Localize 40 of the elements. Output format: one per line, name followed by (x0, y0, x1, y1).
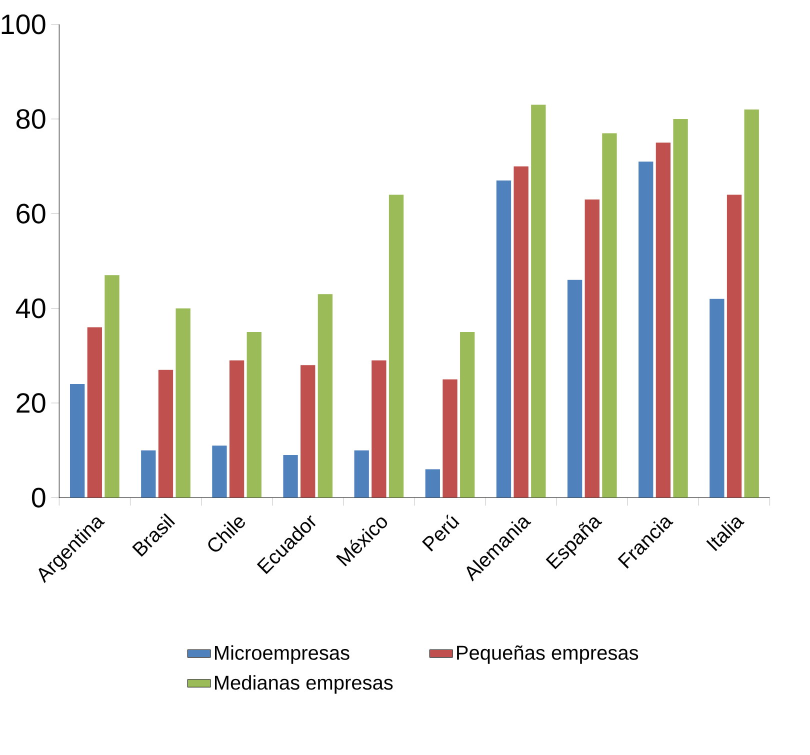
bar (212, 446, 227, 498)
bar (354, 450, 369, 498)
y-tick-label: 0 (32, 488, 46, 508)
legend-label: Pequeñas empresas (457, 645, 638, 664)
legend-label: Medianas empresas (215, 675, 393, 694)
bar (726, 194, 742, 498)
bar (300, 365, 316, 498)
bar (656, 142, 671, 498)
bar (246, 332, 262, 498)
bar (531, 104, 546, 498)
bar (638, 162, 654, 498)
bar (70, 384, 85, 498)
y-tick-label: 40 (16, 298, 46, 318)
bar (673, 118, 688, 498)
bar (584, 199, 600, 498)
bar (176, 308, 190, 498)
bar (87, 327, 102, 498)
bar (283, 455, 298, 498)
bar (372, 360, 386, 498)
y-tick-label: 100 (2, 14, 46, 34)
bar (442, 379, 458, 498)
bar (460, 332, 475, 498)
y-tick-label: 20 (16, 393, 46, 413)
y-tick-label: 60 (16, 204, 46, 224)
y-tick-label: 80 (16, 109, 46, 129)
bar (514, 166, 528, 498)
bar (318, 294, 333, 498)
bar (567, 280, 582, 498)
bar (425, 469, 440, 498)
bar (388, 194, 404, 498)
bar (141, 450, 156, 498)
bar (104, 275, 120, 498)
bar (229, 360, 244, 498)
bar (602, 133, 617, 498)
legend-label: Microempresas (215, 645, 350, 664)
bar (496, 180, 512, 498)
bar (158, 370, 174, 498)
x-tick-label: Italia (706, 517, 744, 552)
bar (744, 110, 759, 498)
bar (710, 298, 724, 498)
